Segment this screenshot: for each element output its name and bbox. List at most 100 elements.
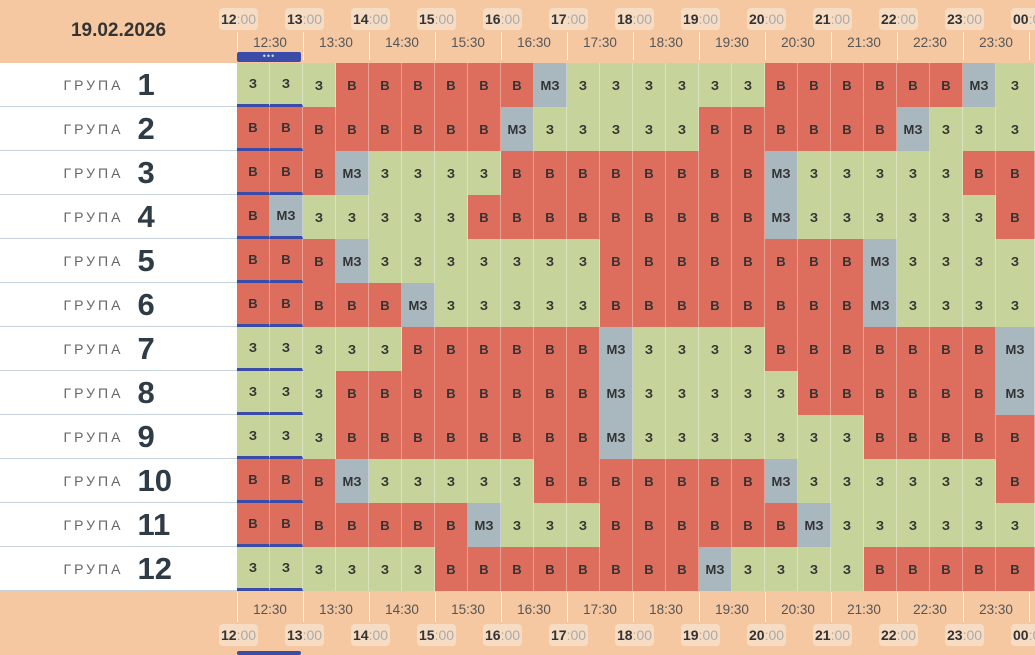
schedule-cell[interactable]: З <box>633 327 666 371</box>
schedule-cell[interactable]: В <box>534 327 567 371</box>
schedule-cell[interactable]: З <box>732 371 765 415</box>
schedule-cell[interactable]: В <box>600 151 633 195</box>
schedule-cell[interactable]: МЗ <box>336 459 369 503</box>
schedule-cell[interactable]: З <box>435 283 468 327</box>
schedule-cell[interactable]: З <box>402 239 435 283</box>
schedule-cell[interactable]: МЗ <box>765 195 798 239</box>
schedule-cell[interactable]: З <box>930 283 963 327</box>
schedule-cell[interactable]: МЗ <box>798 503 831 547</box>
schedule-cell[interactable]: З <box>600 107 633 151</box>
schedule-cell[interactable]: З <box>270 415 303 459</box>
schedule-cell[interactable]: МЗ <box>600 415 633 459</box>
schedule-cell[interactable]: В <box>501 63 534 107</box>
schedule-cell[interactable]: З <box>930 239 963 283</box>
schedule-cell[interactable]: З <box>336 195 369 239</box>
schedule-cell[interactable]: В <box>633 283 666 327</box>
schedule-cell[interactable]: З <box>930 151 963 195</box>
schedule-cell[interactable]: З <box>963 195 996 239</box>
schedule-cell[interactable]: З <box>468 151 501 195</box>
schedule-cell[interactable]: В <box>402 107 435 151</box>
schedule-cell[interactable]: В <box>237 459 270 503</box>
schedule-cell[interactable]: В <box>501 371 534 415</box>
schedule-cell[interactable]: В <box>336 283 369 327</box>
schedule-cell[interactable]: МЗ <box>897 107 930 151</box>
schedule-cell[interactable]: В <box>765 327 798 371</box>
schedule-cell[interactable]: З <box>699 327 732 371</box>
schedule-cell[interactable]: В <box>468 547 501 591</box>
schedule-cell[interactable]: З <box>831 415 864 459</box>
schedule-cell[interactable]: В <box>567 327 600 371</box>
schedule-cell[interactable]: В <box>831 371 864 415</box>
schedule-cell[interactable]: З <box>435 195 468 239</box>
schedule-cell[interactable]: В <box>864 547 897 591</box>
schedule-cell[interactable]: З <box>369 459 402 503</box>
schedule-cell[interactable]: З <box>897 195 930 239</box>
schedule-cell[interactable]: В <box>402 415 435 459</box>
schedule-cell[interactable]: З <box>963 239 996 283</box>
schedule-cell[interactable]: В <box>534 459 567 503</box>
schedule-cell[interactable]: В <box>798 239 831 283</box>
schedule-cell[interactable]: В <box>930 327 963 371</box>
schedule-cell[interactable]: В <box>699 107 732 151</box>
schedule-cell[interactable]: З <box>567 63 600 107</box>
schedule-cell[interactable]: З <box>303 195 336 239</box>
schedule-cell[interactable]: З <box>501 239 534 283</box>
schedule-cell[interactable]: МЗ <box>468 503 501 547</box>
schedule-cell[interactable]: В <box>369 107 402 151</box>
schedule-cell[interactable]: В <box>930 371 963 415</box>
schedule-cell[interactable]: В <box>303 239 336 283</box>
schedule-cell[interactable]: В <box>501 195 534 239</box>
schedule-cell[interactable]: З <box>864 195 897 239</box>
schedule-cell[interactable]: З <box>699 371 732 415</box>
schedule-cell[interactable]: В <box>237 283 270 327</box>
schedule-cell[interactable]: В <box>303 503 336 547</box>
schedule-cell[interactable]: В <box>567 415 600 459</box>
schedule-cell[interactable]: В <box>303 107 336 151</box>
schedule-cell[interactable]: З <box>402 547 435 591</box>
schedule-cell[interactable]: З <box>501 459 534 503</box>
schedule-cell[interactable]: В <box>435 547 468 591</box>
schedule-cell[interactable]: В <box>732 107 765 151</box>
schedule-cell[interactable]: В <box>864 327 897 371</box>
schedule-cell[interactable]: В <box>732 239 765 283</box>
schedule-cell[interactable]: В <box>369 283 402 327</box>
schedule-cell[interactable]: З <box>732 547 765 591</box>
schedule-cell[interactable]: З <box>831 459 864 503</box>
schedule-cell[interactable]: В <box>534 547 567 591</box>
schedule-cell[interactable]: В <box>798 371 831 415</box>
schedule-cell[interactable]: В <box>633 195 666 239</box>
schedule-cell[interactable]: МЗ <box>336 151 369 195</box>
schedule-cell[interactable]: МЗ <box>402 283 435 327</box>
schedule-cell[interactable]: З <box>303 371 336 415</box>
schedule-cell[interactable]: В <box>864 371 897 415</box>
schedule-cell[interactable]: В <box>864 107 897 151</box>
schedule-cell[interactable]: З <box>996 239 1035 283</box>
schedule-cell[interactable]: МЗ <box>963 63 996 107</box>
schedule-cell[interactable]: В <box>798 107 831 151</box>
schedule-cell[interactable]: З <box>996 107 1035 151</box>
schedule-cell[interactable]: МЗ <box>270 195 303 239</box>
schedule-cell[interactable]: МЗ <box>336 239 369 283</box>
schedule-cell[interactable]: В <box>402 327 435 371</box>
schedule-cell[interactable]: З <box>303 547 336 591</box>
schedule-cell[interactable]: В <box>765 503 798 547</box>
schedule-cell[interactable]: В <box>699 239 732 283</box>
schedule-cell[interactable]: З <box>864 503 897 547</box>
schedule-cell[interactable]: В <box>699 459 732 503</box>
schedule-cell[interactable]: З <box>237 63 270 107</box>
schedule-cell[interactable]: З <box>501 283 534 327</box>
schedule-cell[interactable]: З <box>897 239 930 283</box>
schedule-cell[interactable]: В <box>237 239 270 283</box>
schedule-cell[interactable]: З <box>963 107 996 151</box>
schedule-cell[interactable]: В <box>336 371 369 415</box>
schedule-cell[interactable]: З <box>864 151 897 195</box>
schedule-cell[interactable]: В <box>567 371 600 415</box>
schedule-cell[interactable]: З <box>369 151 402 195</box>
schedule-cell[interactable]: В <box>996 195 1035 239</box>
schedule-cell[interactable]: МЗ <box>996 371 1035 415</box>
schedule-cell[interactable]: З <box>765 415 798 459</box>
schedule-cell[interactable]: В <box>303 151 336 195</box>
schedule-cell[interactable]: В <box>633 459 666 503</box>
schedule-cell[interactable]: З <box>633 371 666 415</box>
schedule-cell[interactable]: В <box>666 503 699 547</box>
